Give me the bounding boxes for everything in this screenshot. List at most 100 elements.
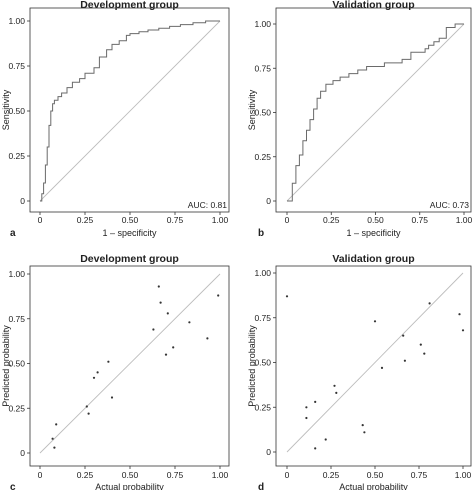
roc-curve xyxy=(287,23,464,202)
data-point xyxy=(373,320,377,323)
data-point xyxy=(206,337,209,340)
plot-frame xyxy=(275,265,472,467)
data-point xyxy=(361,424,364,427)
chart-panel-a: Development group 0 0.25 0.50 0.75 1.00 0 0.25 0… xyxy=(1,0,230,239)
auc-annotation: AUC: 0.81 xyxy=(188,200,227,210)
data-point xyxy=(166,312,169,315)
data-point xyxy=(363,431,366,434)
reference-diagonal xyxy=(39,20,221,202)
data-point xyxy=(188,321,191,324)
data-point xyxy=(152,328,155,331)
y-tick-label: 0.75 xyxy=(254,313,271,323)
y-tick-label: 1.00 xyxy=(8,269,25,279)
chart-title: Development group xyxy=(80,253,179,265)
x-tick-label: 0 xyxy=(38,470,43,480)
y-tick-label: 0.25 xyxy=(254,402,271,412)
x-tick-label: 1.00 xyxy=(212,470,229,480)
y-tick-label: 0 xyxy=(266,447,271,457)
data-point xyxy=(461,329,465,332)
plot-frame xyxy=(29,7,230,213)
chart-panel-d: Validation group 0 0.25 0.50 0.75 1.00 0 0.25 0.… xyxy=(247,253,472,490)
y-tick-label: 0.25 xyxy=(8,151,25,161)
data-point xyxy=(51,437,54,440)
chart-title: Validation group xyxy=(332,253,414,265)
panel-letter: b xyxy=(258,228,264,239)
x-axis-label: Actual probability xyxy=(95,482,164,490)
y-tick-label: 0 xyxy=(20,448,25,458)
data-point xyxy=(324,438,327,441)
data-point xyxy=(305,406,308,409)
roc-curve xyxy=(40,20,220,202)
x-tick-label: 0.25 xyxy=(323,215,340,225)
x-axis-label: 1 – specificity xyxy=(346,228,401,238)
data-point xyxy=(107,360,110,363)
chart-title: Validation group xyxy=(332,0,414,11)
x-tick-label: 1.00 xyxy=(212,215,229,225)
data-point xyxy=(96,371,99,374)
y-tick-label: 1.00 xyxy=(254,268,271,278)
y-tick-label: 0.50 xyxy=(8,106,25,116)
plot-frame xyxy=(275,7,472,213)
y-tick-label: 0.25 xyxy=(8,403,25,413)
x-tick-label: 0.50 xyxy=(367,215,384,225)
y-tick-label: 0.75 xyxy=(254,63,271,73)
data-point xyxy=(314,447,317,450)
data-point xyxy=(458,313,461,316)
x-tick-label: 0.75 xyxy=(411,470,428,480)
data-point xyxy=(87,412,90,415)
x-axis-label: Actual probability xyxy=(339,482,408,490)
x-axis-label: 1 – specificity xyxy=(102,228,157,238)
data-point xyxy=(172,346,175,349)
x-tick-label: 0.50 xyxy=(122,470,139,480)
data-point xyxy=(285,295,289,298)
data-point xyxy=(110,396,114,399)
y-tick-label: 0.50 xyxy=(254,358,271,368)
x-tick-label: 1.00 xyxy=(455,470,472,480)
y-tick-label: 0.75 xyxy=(8,314,25,324)
data-point xyxy=(157,285,160,288)
panel-letter: c xyxy=(10,482,16,490)
x-tick-label: 0 xyxy=(38,215,43,225)
data-point xyxy=(402,334,405,337)
x-tick-label: 0.25 xyxy=(77,215,94,225)
x-tick-label: 0.25 xyxy=(323,470,340,480)
data-point xyxy=(92,376,96,379)
y-axis-label: Predicted probability xyxy=(1,325,11,407)
chart-panel-b: Validation group 0 0.25 0.50 0.75 1.00 0 0.25 0.… xyxy=(247,0,473,239)
y-tick-label: 0 xyxy=(20,196,25,206)
data-point xyxy=(403,359,406,362)
y-tick-label: 0.50 xyxy=(8,359,25,369)
y-tick-label: 0.50 xyxy=(254,108,271,118)
data-point xyxy=(428,302,431,305)
x-tick-label: 0.75 xyxy=(167,470,184,480)
x-tick-label: 0 xyxy=(285,215,290,225)
y-tick-label: 0.75 xyxy=(8,61,25,71)
chart-title: Development group xyxy=(80,0,179,11)
y-tick-label: 1.00 xyxy=(8,16,25,26)
x-tick-label: 0.50 xyxy=(367,470,384,480)
y-axis-label: Sensitivity xyxy=(1,89,11,130)
x-tick-label: 0.75 xyxy=(167,215,184,225)
y-tick-label: 1.00 xyxy=(254,19,271,29)
panel-letter: d xyxy=(258,482,264,490)
reference-diagonal xyxy=(286,272,464,453)
y-axis-label: Sensitivity xyxy=(247,89,257,130)
reference-diagonal xyxy=(286,23,465,202)
data-point xyxy=(159,301,162,304)
data-point xyxy=(55,423,58,426)
y-axis-label: Predicted probability xyxy=(247,325,257,407)
y-tick-label: 0 xyxy=(266,196,271,206)
data-point xyxy=(164,353,168,356)
data-point xyxy=(85,405,88,408)
panel-letter: a xyxy=(10,228,16,239)
auc-annotation: AUC: 0.73 xyxy=(430,200,469,210)
data-point xyxy=(53,446,56,449)
data-point xyxy=(335,391,338,394)
data-point xyxy=(333,384,336,387)
x-tick-label: 0.50 xyxy=(122,215,139,225)
y-tick-label: 0.25 xyxy=(254,152,271,162)
data-point xyxy=(217,294,220,297)
chart-panel-c: Development group 0 0.25 0.50 0.75 1.00 0 0.25 0… xyxy=(1,253,230,490)
data-point xyxy=(380,366,384,369)
